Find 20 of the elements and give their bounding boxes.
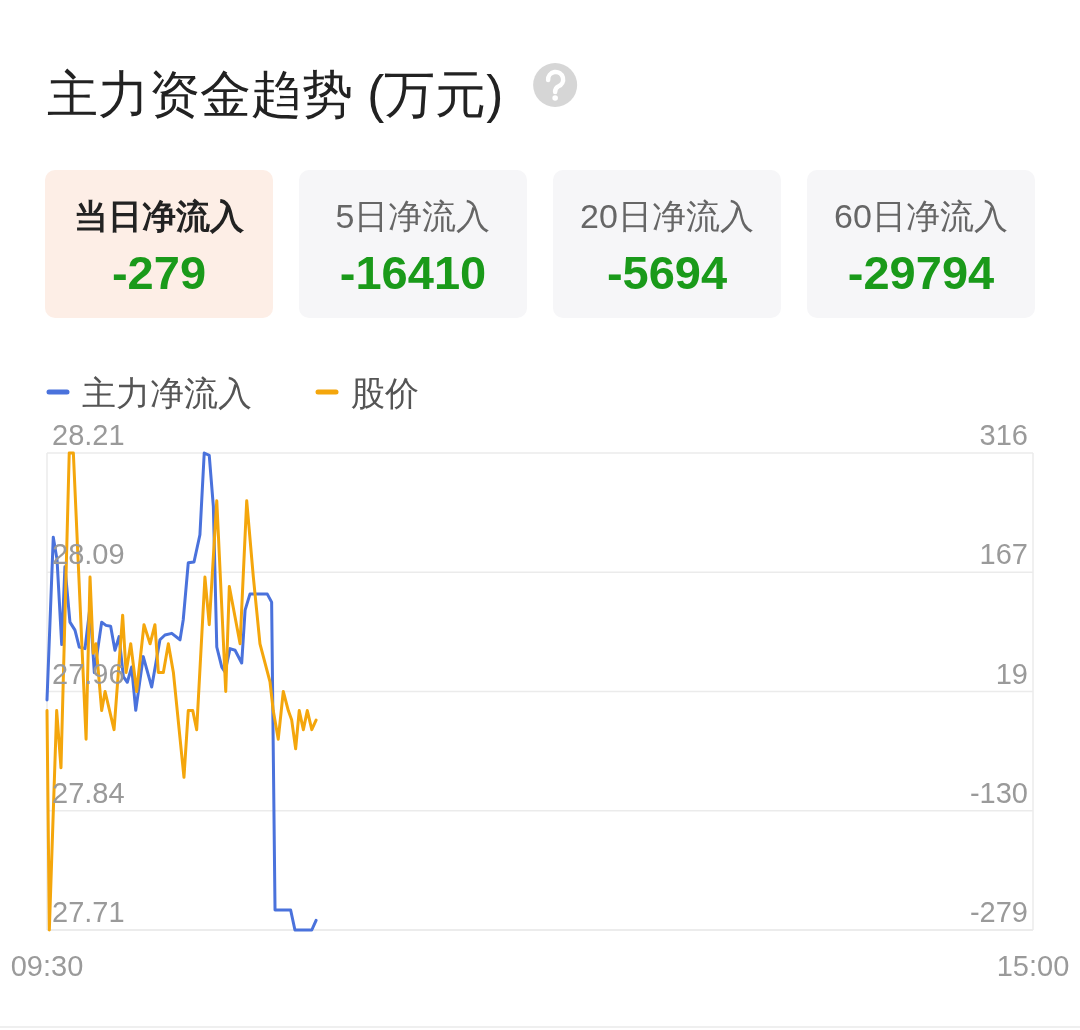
x-tick-label: 15:00 xyxy=(996,950,1070,982)
text: 主力资金趋势 (万元) xyxy=(47,66,504,123)
x-tick-label: 09:30 xyxy=(10,950,84,982)
y-tick-label: 27.71 xyxy=(52,896,125,928)
text: 60日净流入 xyxy=(834,197,1008,235)
text: -29794 xyxy=(847,246,995,299)
text: -5694 xyxy=(606,246,728,299)
text: 当日净流入 xyxy=(74,197,245,235)
legend-label: 股价 xyxy=(351,374,419,412)
y2-tick-label: -279 xyxy=(969,896,1028,928)
y2-tick-label: 316 xyxy=(979,419,1028,451)
y-tick-label: 28.21 xyxy=(52,419,125,451)
y2-tick-label: 167 xyxy=(979,538,1028,571)
text: -279 xyxy=(111,246,207,299)
text: 5日净流入 xyxy=(335,197,491,235)
y2-tick-label: -130 xyxy=(969,776,1028,809)
y2-tick-label: 19 xyxy=(995,657,1028,690)
text: 20日净流入 xyxy=(580,197,754,235)
legend-label: 主力净流入 xyxy=(82,374,252,412)
text: -16410 xyxy=(339,246,487,299)
